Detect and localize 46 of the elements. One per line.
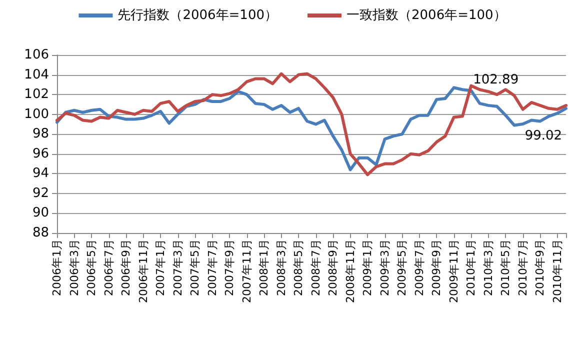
x-tick-label: 2009年7月 bbox=[412, 239, 426, 296]
y-tick-label: 94 bbox=[32, 166, 49, 182]
x-tick-label: 2009年3月 bbox=[378, 239, 392, 296]
legend-label: 先行指数（2006年=100） bbox=[118, 8, 278, 23]
x-tick-label: 2006年5月 bbox=[85, 239, 98, 296]
x-tick-label: 2007年7月 bbox=[206, 239, 219, 296]
y-tick-label: 104 bbox=[24, 67, 49, 82]
x-tick-label: 2008年5月 bbox=[292, 239, 306, 296]
x-tick-label: 2006年3月 bbox=[68, 239, 81, 296]
y-tick-label: 98 bbox=[32, 126, 49, 142]
data-label: 102.89 bbox=[473, 72, 519, 88]
x-tick-label: 2008年11月 bbox=[344, 239, 357, 303]
x-tick-label: 2010年1月 bbox=[464, 239, 478, 296]
x-tick-label: 2006年7月 bbox=[102, 239, 116, 296]
x-tick-label: 2007年1月 bbox=[154, 239, 168, 296]
x-tick-label: 2009年1月 bbox=[361, 239, 374, 296]
x-tick-label: 2009年11月 bbox=[447, 239, 460, 303]
legend-label: 一致指数（2006年=100） bbox=[346, 8, 506, 23]
y-tick-label: 96 bbox=[32, 146, 49, 162]
x-tick-label: 2010年11月 bbox=[550, 239, 564, 303]
line-series bbox=[56, 86, 568, 172]
x-tick-label: 2006年9月 bbox=[120, 239, 133, 296]
y-tick-label: 100 bbox=[24, 106, 49, 122]
x-tick-label: 2008年9月 bbox=[326, 239, 340, 296]
x-tick-label: 2006年11月 bbox=[136, 239, 150, 303]
y-tick-label: 90 bbox=[32, 206, 49, 221]
line-series bbox=[56, 72, 568, 176]
y-tick-label: 106 bbox=[24, 48, 49, 62]
data-label: 99.02 bbox=[524, 128, 562, 144]
x-tick-label: 2006年1月 bbox=[50, 239, 64, 296]
x-tick-label: 2009年9月 bbox=[430, 239, 444, 296]
x-tick-label: 2008年7月 bbox=[309, 239, 322, 296]
x-tick-label: 2010年3月 bbox=[482, 239, 495, 296]
x-tick-label: 2007年11月 bbox=[240, 239, 254, 303]
x-tick-label: 2010年7月 bbox=[516, 239, 530, 296]
x-tick-label: 2007年3月 bbox=[171, 239, 184, 296]
x-tick-label: 2007年9月 bbox=[223, 239, 236, 296]
x-tick-label: 2009年5月 bbox=[396, 239, 409, 296]
y-tick-label: 102 bbox=[24, 87, 49, 102]
x-tick-label: 2010年5月 bbox=[499, 239, 512, 296]
x-tick-label: 2007年5月 bbox=[188, 239, 202, 296]
x-tick-label: 2008年1月 bbox=[258, 239, 271, 296]
x-tick-label: 2008年3月 bbox=[274, 239, 288, 296]
y-tick-label: 88 bbox=[32, 226, 49, 240]
x-tick-label: 2010年9月 bbox=[534, 239, 547, 296]
y-tick-label: 92 bbox=[32, 186, 49, 201]
